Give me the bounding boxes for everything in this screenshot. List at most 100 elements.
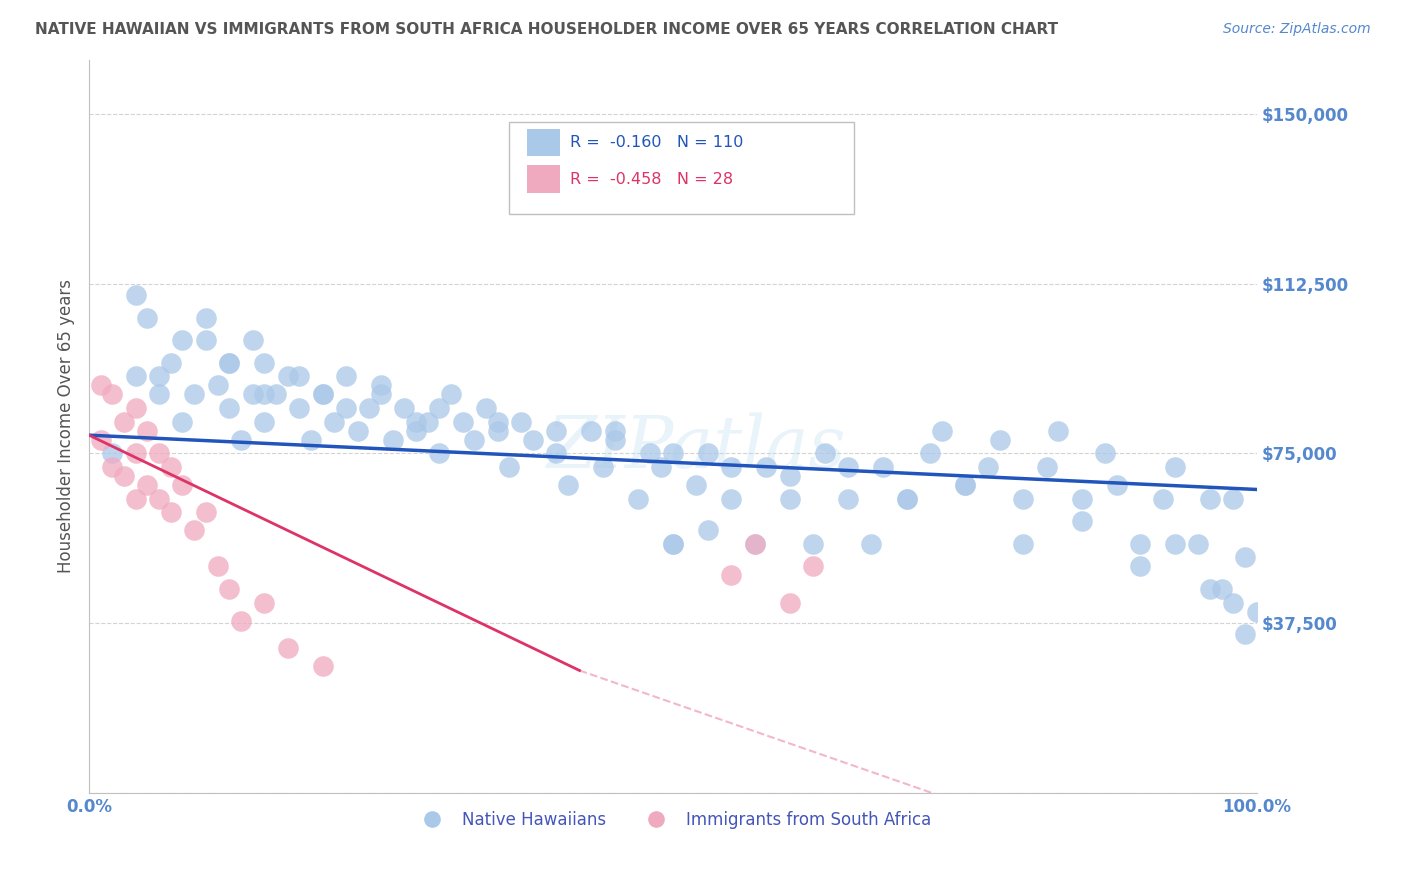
- Point: [1012, 491, 1035, 506]
- Point: [1199, 582, 1222, 596]
- Point: [101, 446, 124, 460]
- Point: [896, 491, 918, 506]
- Point: [218, 582, 240, 596]
- Point: [1234, 550, 1257, 565]
- Point: [1094, 446, 1116, 460]
- Point: [172, 478, 194, 492]
- Point: [136, 310, 159, 325]
- Point: [183, 387, 205, 401]
- Point: [335, 369, 357, 384]
- Point: [1246, 605, 1268, 619]
- Point: [299, 433, 322, 447]
- Legend: Native Hawaiians, Immigrants from South Africa: Native Hawaiians, Immigrants from South …: [408, 805, 938, 836]
- Point: [136, 424, 159, 438]
- Point: [1164, 537, 1187, 551]
- Point: [522, 433, 544, 447]
- Point: [931, 424, 953, 438]
- Point: [125, 446, 148, 460]
- Point: [1070, 491, 1092, 506]
- Point: [90, 378, 112, 392]
- Point: [440, 387, 463, 401]
- Point: [101, 459, 124, 474]
- Point: [148, 369, 170, 384]
- Point: [720, 459, 742, 474]
- Point: [860, 537, 883, 551]
- Point: [697, 446, 720, 460]
- Point: [346, 424, 368, 438]
- Point: [744, 537, 766, 551]
- Point: [311, 387, 333, 401]
- Point: [136, 478, 159, 492]
- Point: [486, 424, 509, 438]
- Point: [218, 356, 240, 370]
- Point: [510, 415, 533, 429]
- Y-axis label: Householder Income Over 65 years: Householder Income Over 65 years: [58, 279, 75, 574]
- Point: [183, 523, 205, 537]
- Point: [405, 415, 427, 429]
- Text: ZIPatlas: ZIPatlas: [547, 413, 846, 483]
- Point: [1129, 537, 1152, 551]
- Point: [242, 387, 264, 401]
- Point: [125, 288, 148, 302]
- Point: [662, 537, 685, 551]
- Point: [416, 415, 439, 429]
- Point: [1187, 537, 1209, 551]
- Bar: [527, 165, 560, 193]
- Point: [988, 433, 1011, 447]
- Point: [194, 505, 217, 519]
- Point: [603, 433, 626, 447]
- Point: [277, 369, 299, 384]
- Point: [801, 537, 824, 551]
- Point: [662, 537, 685, 551]
- Point: [218, 401, 240, 415]
- FancyBboxPatch shape: [509, 122, 853, 213]
- Point: [264, 387, 287, 401]
- Point: [475, 401, 498, 415]
- Point: [779, 491, 801, 506]
- Bar: [527, 128, 560, 156]
- Point: [159, 459, 181, 474]
- Point: [207, 378, 229, 392]
- Point: [207, 559, 229, 574]
- Point: [546, 424, 568, 438]
- Point: [194, 333, 217, 347]
- Point: [405, 424, 427, 438]
- Point: [486, 415, 509, 429]
- Point: [1199, 491, 1222, 506]
- Point: [229, 433, 252, 447]
- Point: [359, 401, 381, 415]
- Point: [159, 505, 181, 519]
- Point: [394, 401, 416, 415]
- Point: [112, 469, 135, 483]
- Point: [370, 387, 392, 401]
- Point: [253, 415, 276, 429]
- Point: [112, 415, 135, 429]
- Point: [953, 478, 976, 492]
- Point: [579, 424, 602, 438]
- Point: [101, 387, 124, 401]
- Point: [1211, 582, 1233, 596]
- Point: [429, 401, 451, 415]
- Point: [837, 491, 859, 506]
- Point: [1164, 459, 1187, 474]
- Point: [229, 614, 252, 628]
- Point: [172, 333, 194, 347]
- Point: [253, 356, 276, 370]
- Point: [253, 387, 276, 401]
- Point: [918, 446, 941, 460]
- Point: [148, 446, 170, 460]
- Point: [125, 369, 148, 384]
- Point: [277, 640, 299, 655]
- Point: [159, 356, 181, 370]
- Point: [1129, 559, 1152, 574]
- Point: [720, 568, 742, 582]
- Point: [253, 596, 276, 610]
- Point: [498, 459, 520, 474]
- Point: [125, 401, 148, 415]
- Point: [662, 446, 685, 460]
- Point: [148, 491, 170, 506]
- Point: [463, 433, 485, 447]
- Point: [148, 387, 170, 401]
- Point: [288, 369, 311, 384]
- Point: [814, 446, 837, 460]
